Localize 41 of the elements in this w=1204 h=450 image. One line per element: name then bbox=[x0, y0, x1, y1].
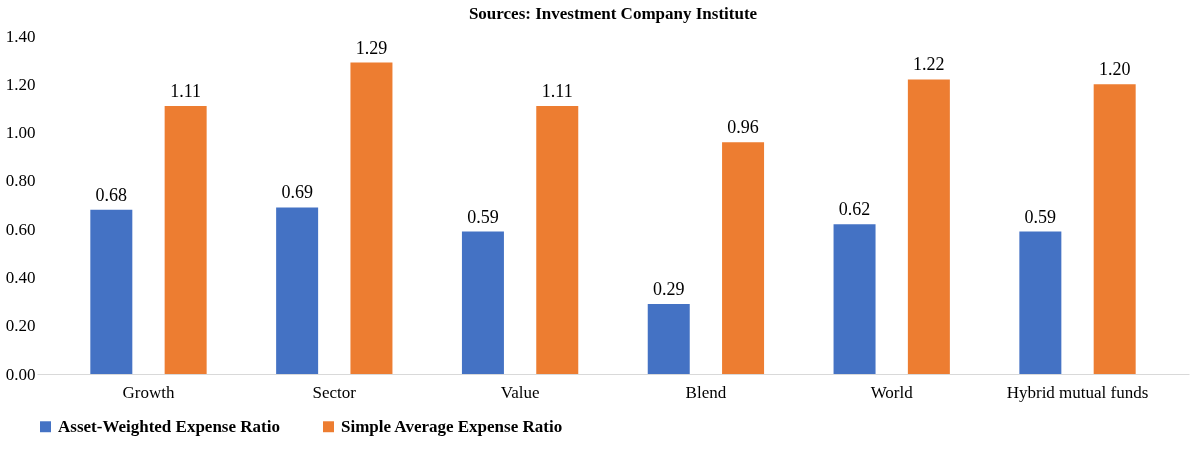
bar bbox=[647, 303, 690, 374]
bar bbox=[164, 106, 207, 374]
x-tick-label: World bbox=[870, 382, 914, 402]
bar bbox=[722, 142, 765, 374]
x-tick-label: Value bbox=[500, 382, 540, 402]
text: 1.22 bbox=[913, 54, 945, 75]
text: 0.62 bbox=[838, 199, 871, 220]
y-tick-label: 0.80 bbox=[5, 171, 36, 191]
y-tick-label: 1.40 bbox=[5, 26, 36, 46]
x-tick-label: Hybrid mutual funds bbox=[1006, 382, 1149, 402]
text: 0.29 bbox=[652, 278, 685, 299]
y-tick-label: 0.00 bbox=[5, 364, 36, 384]
text: 0.59 bbox=[467, 206, 499, 227]
text: 0.69 bbox=[281, 182, 313, 203]
text: 0.59 bbox=[1024, 206, 1057, 227]
bar bbox=[90, 209, 133, 374]
bar bbox=[536, 106, 579, 374]
bar bbox=[276, 207, 319, 374]
bar bbox=[350, 62, 393, 374]
x-tick-label: Growth bbox=[122, 382, 175, 402]
bar bbox=[907, 79, 950, 374]
bar bbox=[461, 231, 504, 374]
chart-title: Sources: Investment Company Institute bbox=[468, 4, 758, 23]
bar bbox=[833, 224, 876, 374]
y-tick-label: 0.40 bbox=[5, 267, 36, 287]
text: 0.96 bbox=[727, 117, 759, 138]
text: 1.29 bbox=[355, 37, 388, 58]
legend-label: Simple Average Expense Ratio bbox=[341, 416, 563, 436]
bar bbox=[1019, 231, 1062, 374]
y-tick-label: 1.20 bbox=[5, 74, 36, 94]
legend-label: Asset-Weighted Expense Ratio bbox=[58, 416, 280, 436]
text: 1.11 bbox=[541, 81, 573, 102]
text: 1.20 bbox=[1098, 59, 1131, 80]
y-tick-label: 0.60 bbox=[5, 219, 36, 239]
y-tick-label: 0.20 bbox=[5, 316, 36, 336]
x-tick-label: Sector bbox=[312, 382, 357, 402]
y-tick-label: 1.00 bbox=[5, 123, 36, 143]
text: 0.68 bbox=[95, 184, 128, 205]
x-tick-label: Blend bbox=[685, 382, 727, 402]
text: 1.11 bbox=[170, 81, 202, 102]
bar bbox=[1093, 84, 1136, 374]
